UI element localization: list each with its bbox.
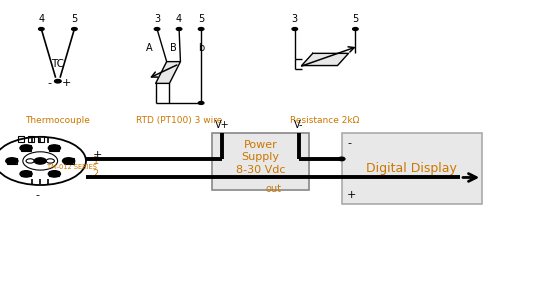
Text: Resistance 2kΩ: Resistance 2kΩ (290, 116, 360, 125)
Circle shape (338, 157, 345, 161)
Bar (342, 133, 482, 204)
Circle shape (20, 145, 32, 151)
Text: A: A (145, 43, 152, 53)
Text: b: b (198, 43, 204, 53)
Text: +: + (347, 190, 356, 200)
Text: Power
Supply
8-30 Vdc: Power Supply 8-30 Vdc (236, 139, 285, 175)
Text: TM-012 SERIES: TM-012 SERIES (47, 164, 97, 170)
Bar (28, 136, 34, 142)
Text: B: B (170, 43, 177, 53)
Text: +: + (93, 150, 102, 160)
Text: Thermocouple: Thermocouple (25, 116, 90, 125)
Text: V+: V+ (215, 121, 229, 130)
Text: Digital Display: Digital Display (366, 162, 457, 175)
Circle shape (39, 28, 44, 30)
Polygon shape (302, 53, 348, 66)
Text: 4: 4 (38, 14, 45, 24)
Circle shape (34, 158, 46, 164)
Text: 5: 5 (71, 14, 78, 24)
Circle shape (48, 171, 61, 177)
Circle shape (176, 28, 182, 30)
Circle shape (55, 79, 61, 83)
Text: -: - (47, 78, 52, 88)
Circle shape (6, 158, 18, 164)
Bar (38, 136, 44, 142)
Text: out: out (265, 184, 281, 194)
Text: 3: 3 (291, 14, 298, 24)
Circle shape (292, 28, 298, 30)
Text: 3: 3 (154, 14, 160, 24)
Circle shape (198, 102, 204, 104)
Circle shape (353, 28, 358, 30)
Circle shape (154, 28, 160, 30)
Text: 4: 4 (176, 14, 182, 24)
Bar (212, 133, 309, 190)
Circle shape (20, 171, 32, 177)
Text: 5: 5 (352, 14, 359, 24)
Text: 1: 1 (93, 156, 99, 166)
Circle shape (72, 28, 77, 30)
Text: V-: V- (294, 121, 304, 130)
Circle shape (62, 158, 74, 164)
Text: 2: 2 (93, 169, 99, 179)
Text: TC: TC (51, 59, 64, 69)
Circle shape (198, 28, 204, 30)
Text: RTD (PT100) 3 wire: RTD (PT100) 3 wire (136, 116, 222, 125)
Text: 5: 5 (198, 14, 204, 24)
Text: -: - (35, 190, 40, 200)
Circle shape (48, 145, 61, 151)
Bar (18, 136, 24, 142)
Polygon shape (155, 62, 181, 84)
Text: +: + (61, 78, 71, 88)
Text: -: - (347, 138, 351, 148)
